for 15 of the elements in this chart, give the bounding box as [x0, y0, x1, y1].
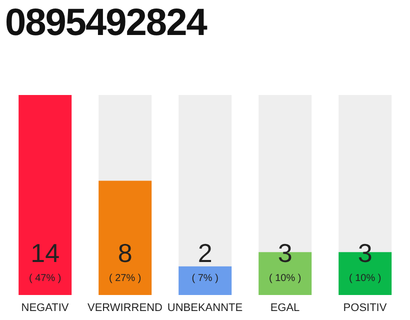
x-tick-label: POSITIV — [343, 302, 388, 314]
data-label: 14 — [30, 238, 60, 268]
annotation: ( 10% ) — [268, 273, 302, 284]
x-tick-label: EGAL — [270, 302, 300, 314]
x-tick-label: UNBEKANNTE — [167, 302, 243, 314]
x-tick-label: NEGATIV — [21, 302, 70, 314]
annotation: ( 7% ) — [192, 273, 218, 284]
annotation: ( 27% ) — [108, 273, 142, 284]
bar — [178, 266, 232, 295]
chart-title: 0895492824 — [5, 2, 206, 45]
x-tick-label: VERWIRREND — [88, 302, 163, 314]
annotation: ( 10% ) — [348, 273, 382, 284]
data-label: 2 — [198, 238, 212, 268]
data-label: 8 — [118, 238, 132, 268]
annotation: ( 47% ) — [28, 273, 62, 284]
